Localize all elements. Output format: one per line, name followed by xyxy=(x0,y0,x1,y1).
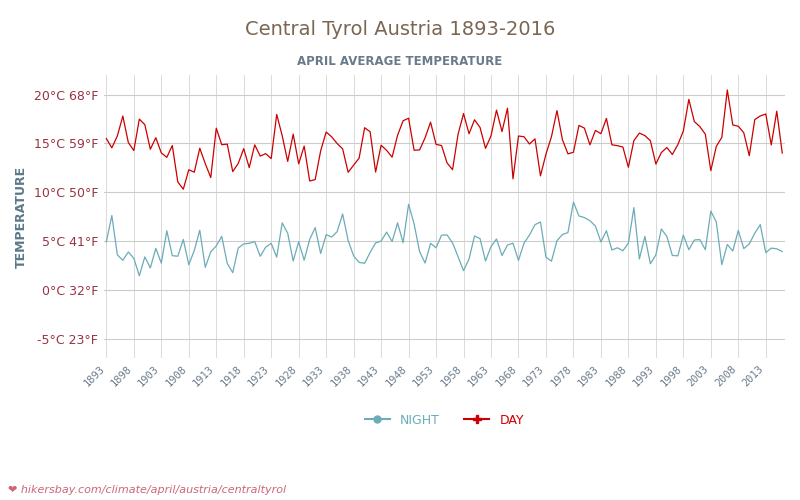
Legend: NIGHT, DAY: NIGHT, DAY xyxy=(360,408,529,432)
Text: Central Tyrol Austria 1893-2016: Central Tyrol Austria 1893-2016 xyxy=(245,20,555,39)
Text: APRIL AVERAGE TEMPERATURE: APRIL AVERAGE TEMPERATURE xyxy=(298,55,502,68)
Text: ❤ hikersbay.com/climate/april/austria/centraltyrol: ❤ hikersbay.com/climate/april/austria/ce… xyxy=(8,485,286,495)
Y-axis label: TEMPERATURE: TEMPERATURE xyxy=(15,166,28,268)
